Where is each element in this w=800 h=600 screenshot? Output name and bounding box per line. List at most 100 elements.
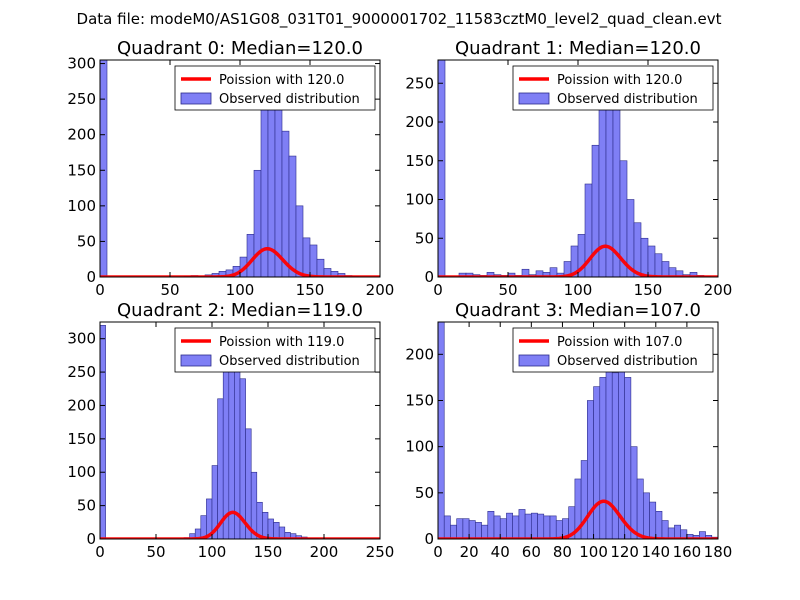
histogram — [100, 60, 360, 277]
y-tick-label: 50 — [415, 229, 434, 247]
legend-label: Observed distribution — [219, 354, 360, 369]
legend-label: Observed distribution — [557, 354, 698, 369]
hist-bar — [605, 349, 613, 539]
hist-bar — [543, 515, 551, 539]
hist-bar — [337, 273, 346, 277]
hist-bar — [309, 244, 318, 277]
x-tick-label: 120 — [610, 543, 639, 561]
y-tick-label: 0 — [424, 268, 434, 286]
hist-bar — [278, 526, 286, 539]
y-tick-label: 200 — [405, 345, 434, 363]
x-tick-label: 50 — [498, 281, 517, 299]
hist-bar — [555, 520, 563, 539]
x-tick-label: 160 — [673, 543, 702, 561]
y-tick-label: 300 — [67, 330, 96, 348]
legend-label: Observed distribution — [557, 92, 698, 107]
hist-bar — [493, 515, 501, 539]
hist-bar — [253, 169, 262, 277]
y-tick-label: 150 — [405, 391, 434, 409]
hist-bar — [262, 511, 269, 539]
hist-bar — [468, 520, 476, 539]
hist-bar — [531, 512, 538, 539]
hist-bar — [674, 524, 681, 539]
y-tick-label: 100 — [67, 463, 96, 481]
y-tick-label: 0 — [86, 530, 96, 548]
axes-frame — [99, 321, 381, 540]
hist-bar — [274, 95, 283, 277]
x-tick-label: 150 — [296, 281, 325, 299]
hist-bar — [636, 478, 644, 539]
hist-bar — [438, 60, 446, 277]
hist-bar — [512, 515, 520, 539]
hist-bar — [239, 378, 246, 539]
hist-bar — [521, 268, 530, 277]
hist-bar — [281, 130, 290, 277]
y-tick-label: 50 — [77, 497, 96, 515]
hist-bar — [481, 524, 489, 539]
x-tick-label: 200 — [310, 543, 339, 561]
legend-patch-swatch — [518, 92, 550, 105]
hist-bar — [618, 358, 625, 539]
x-tick-label: 200 — [366, 281, 395, 299]
hist-bar — [100, 60, 108, 277]
hist-bar — [462, 518, 470, 539]
x-tick-label: 100 — [579, 543, 608, 561]
x-tick-label: 60 — [522, 543, 541, 561]
x-tick-label: 200 — [704, 281, 733, 299]
legend-label: Poission with 120.0 — [219, 73, 344, 88]
axes-frame — [437, 321, 719, 540]
legend-label: Observed distribution — [219, 92, 360, 107]
y-tick-label: 50 — [77, 232, 96, 250]
legend-label: Poission with 119.0 — [219, 335, 344, 350]
y-tick-label: 0 — [86, 268, 96, 286]
legend: Poission with 120.0 Observed distribution — [512, 65, 714, 111]
legend-label: Poission with 107.0 — [557, 335, 682, 350]
quadrant-panel-3: 0 20 40 60 80 100 120 140 160 180050100150200Quad… — [405, 300, 732, 561]
legend-patch-swatch — [518, 354, 550, 367]
hist-bar — [624, 377, 632, 539]
suptitle: Data file: modeM0/AS1G08_031T01_90000017… — [77, 10, 722, 29]
histogram — [438, 322, 718, 539]
x-tick-label: 180 — [704, 543, 733, 561]
y-tick-label: 200 — [67, 396, 96, 414]
quadrant-panel-0: 0 50 100 150 200 0 50 100 150 200 250 300 Quadrant 0… — [67, 38, 394, 299]
x-tick-label: 50 — [160, 281, 179, 299]
x-tick-label: 50 — [146, 543, 165, 561]
hist-bar — [456, 518, 464, 539]
hist-bar — [273, 522, 280, 539]
hist-bar — [506, 512, 513, 539]
y-tick-label: 300 — [67, 55, 96, 73]
quadrant-panel-2: 0 50 100 150 200 250 0 50 100 150 200 250 300 Quadran… — [67, 300, 394, 561]
hist-bar — [487, 510, 495, 539]
y-tick-label: 100 — [405, 438, 434, 456]
hist-bar — [580, 460, 588, 539]
y-tick-label: 0 — [424, 530, 434, 548]
hist-bar — [499, 518, 507, 539]
y-tick-label: 50 — [415, 484, 434, 502]
x-tick-label: 40 — [491, 543, 510, 561]
hist-bar — [655, 510, 663, 539]
hist-bar — [295, 205, 304, 277]
x-tick-label: 0 — [433, 543, 443, 561]
hist-bar — [549, 515, 557, 539]
legend: Poission with 119.0 Observed distribution — [174, 327, 376, 373]
hist-bar — [633, 222, 642, 277]
hist-bar — [288, 155, 297, 277]
hist-bar — [443, 515, 451, 539]
y-tick-label: 100 — [405, 191, 434, 209]
hist-bar — [450, 524, 457, 539]
hist-bar — [661, 261, 670, 277]
legend: Poission with 107.0 Observed distribution — [512, 327, 714, 373]
hist-bar — [524, 513, 532, 539]
legend-label: Poission with 120.0 — [557, 73, 682, 88]
legend: Poission with 120.0 Observed distribution — [174, 65, 376, 111]
x-tick-label: 0 — [95, 281, 105, 299]
hist-bar — [302, 237, 311, 277]
histogram — [438, 60, 712, 277]
hist-bar — [599, 377, 607, 539]
x-tick-label: 150 — [634, 281, 663, 299]
x-tick-label: 100 — [564, 281, 593, 299]
hist-bar — [649, 501, 657, 539]
x-tick-label: 80 — [553, 543, 572, 561]
